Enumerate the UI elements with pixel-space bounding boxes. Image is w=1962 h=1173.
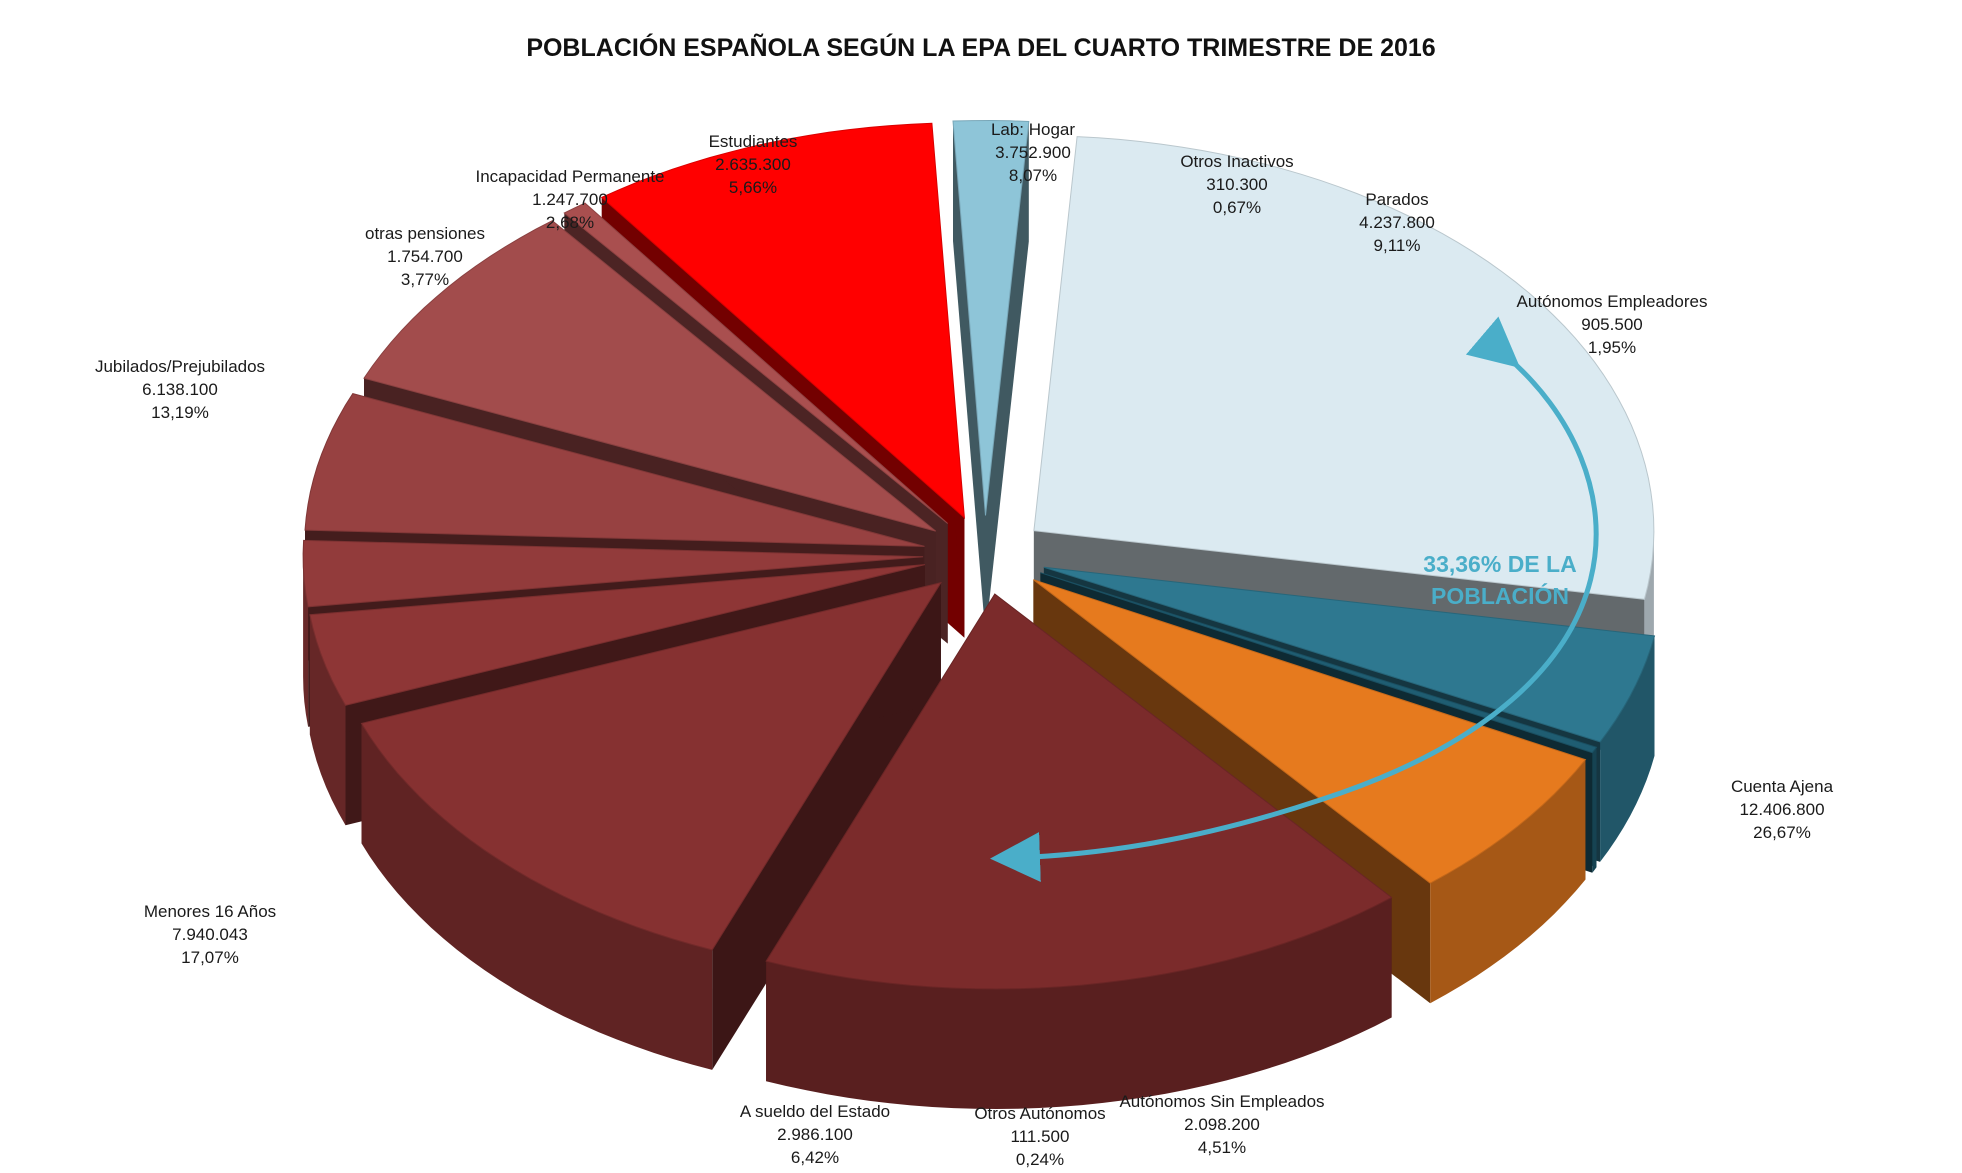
slice-label-percent: 26,67% (1753, 823, 1811, 842)
slice-label-value: 2.635.300 (715, 155, 791, 174)
slice-label-percent: 0,67% (1212, 198, 1262, 217)
slice-label-name: Estudiantes (708, 132, 798, 151)
slice-outer-wall (1592, 747, 1597, 873)
slice-label-value: 2.098.200 (1184, 1115, 1260, 1134)
slice-label-percent: 6,42% (790, 1148, 840, 1167)
pie-slice-6 (360, 581, 942, 1070)
slice-label-percent: 3,77% (400, 270, 450, 289)
slice-label-name: Autónomos Sin Empleados (1119, 1092, 1325, 1111)
slice-label-name: A sueldo del Estado (739, 1102, 891, 1121)
slice-label-percent: 13,19% (151, 403, 209, 422)
slice-side-wall (953, 121, 986, 636)
slice-label-percent: 4,51% (1197, 1138, 1247, 1157)
slice-top-6 (360, 581, 942, 951)
slice-label-value: 3.752.900 (995, 143, 1071, 162)
slice-label-percent: 8,07% (1008, 166, 1058, 185)
annotation-arrow (990, 316, 1599, 882)
annotation-callout: 33,36% DE LA POBLACIÓN (1423, 548, 1576, 612)
slice-top-1 (1033, 136, 1655, 600)
slice-outer-wall (1600, 635, 1655, 862)
slice-label-percent: 17,07% (181, 948, 239, 967)
slice-outer-wall (309, 614, 346, 826)
slice-label-value: 1.754.700 (387, 247, 463, 266)
slice-label-name: Cuenta Ajena (1730, 777, 1834, 796)
slice-label-name: Jubilados/Prejubilados (94, 357, 266, 376)
slice-label-1: Cuenta Ajena 12.406.800 26,67% (1731, 775, 1833, 844)
slice-label-10: Lab: Hogar 3.752.900 8,07% (991, 118, 1075, 187)
slice-outer-wall (303, 556, 309, 727)
slice-label-name: Incapacidad Permanente (475, 167, 665, 186)
slice-label-percent: 5,66% (728, 178, 778, 197)
annotation-line-1: 33,36% DE LA (1423, 551, 1577, 577)
slice-label-13: Autónomos Empleadores 905.500 1,95% (1517, 290, 1708, 359)
slice-label-percent: 2,68% (545, 213, 595, 232)
slice-label-value: 1.247.700 (532, 190, 608, 209)
slice-label-name: Menores 16 Años (143, 902, 277, 921)
slice-label-value: 905.500 (1581, 315, 1643, 334)
slice-label-value: 2.986.100 (777, 1125, 853, 1144)
slice-label-6: Jubilados/Prejubilados 6.138.100 13,19% (95, 355, 265, 424)
slice-top-11 (563, 202, 949, 524)
slice-label-12: Parados 4.237.800 9,11% (1359, 188, 1435, 257)
slice-label-value: 4.237.800 (1359, 213, 1435, 232)
chart-title: POBLACIÓN ESPAÑOLA SEGÚN LA EPA DEL CUAR… (526, 34, 1436, 62)
slice-label-value: 111.500 (1010, 1127, 1070, 1146)
slice-top-10 (363, 220, 937, 532)
slice-outer-wall (361, 723, 713, 1070)
slice-label-percent: 0,24% (1015, 1150, 1065, 1169)
slice-label-value: 12.406.800 (1739, 800, 1825, 819)
slice-top-12 (600, 122, 966, 519)
slice-top-9 (304, 393, 925, 547)
slice-top-8 (302, 539, 924, 608)
slice-label-5: Menores 16 Años 7.940.043 17,07% (144, 900, 276, 969)
slice-label-name: Autónomos Empleadores (1516, 292, 1708, 311)
slice-label-11: Otros Inactivos 310.300 0,67% (1180, 150, 1293, 219)
slice-label-3: Otros Autónomos 111.500 0,24% (974, 1102, 1105, 1171)
slice-label-name: Parados (1365, 190, 1429, 209)
slice-label-value: 310.300 (1206, 175, 1268, 194)
slice-label-name: otras pensiones (364, 224, 486, 243)
slice-top-7 (309, 564, 926, 706)
slice-label-7: otras pensiones 1.754.700 3,77% (365, 222, 485, 291)
slice-outer-wall (766, 897, 1392, 1109)
slice-label-9: Estudiantes 2.635.300 5,66% (709, 130, 798, 199)
slice-label-8: Incapacidad Permanente 1.247.700 2,68% (475, 165, 664, 234)
slice-label-name: Lab: Hogar (990, 120, 1076, 139)
slice-label-percent: 1,95% (1587, 338, 1637, 357)
slice-label-4: A sueldo del Estado 2.986.100 6,42% (740, 1100, 890, 1169)
slice-label-value: 6.138.100 (142, 380, 218, 399)
slice-label-2: Autónomos Sin Empleados 2.098.200 4,51% (1119, 1090, 1324, 1159)
annotation-line-2: POBLACIÓN (1431, 583, 1569, 609)
slice-label-name: Otros Inactivos (1180, 152, 1294, 171)
slice-label-value: 7.940.043 (172, 925, 248, 944)
slice-label-percent: 9,11% (1373, 236, 1421, 255)
slice-label-name: Otros Autónomos (974, 1104, 1106, 1123)
